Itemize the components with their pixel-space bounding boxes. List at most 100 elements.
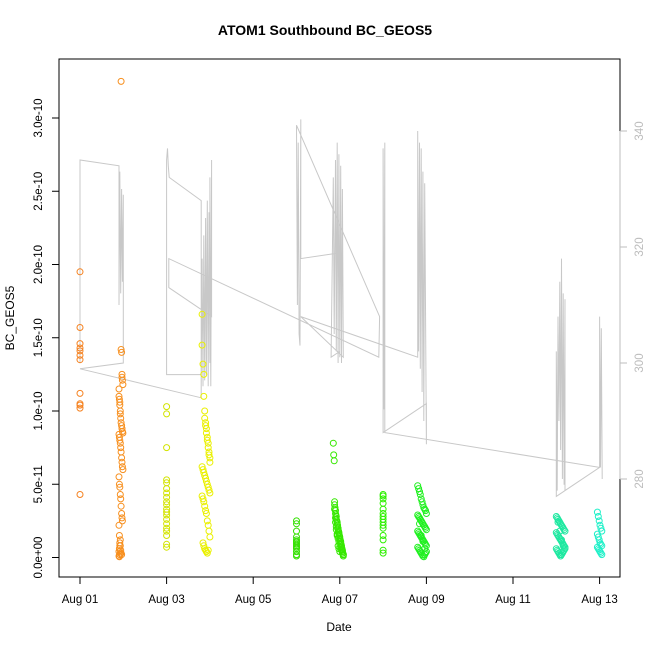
data-point — [330, 457, 338, 465]
data-point — [76, 324, 84, 331]
data-point — [200, 392, 208, 400]
data-point — [201, 502, 209, 510]
right-y-tick-label: 320 — [634, 237, 646, 256]
data-point — [116, 410, 124, 418]
data-point — [117, 448, 125, 456]
data-point — [76, 347, 84, 355]
data-point — [202, 507, 210, 515]
data-point — [201, 407, 209, 415]
data-point — [556, 527, 564, 535]
data-point — [163, 444, 171, 452]
data-point — [118, 458, 126, 466]
data-point — [554, 518, 562, 526]
y-tick-label: 0.0e+00 — [33, 537, 45, 579]
data-point — [118, 348, 126, 356]
data-point — [202, 548, 210, 556]
series-5 — [329, 439, 347, 560]
data-point — [204, 439, 212, 447]
data-point — [118, 514, 126, 522]
x-tick-label: Aug 09 — [408, 594, 444, 606]
data-point — [203, 517, 211, 525]
data-point — [119, 381, 127, 389]
data-point — [416, 488, 423, 496]
x-axis-label: Date — [326, 620, 352, 634]
data-point — [163, 511, 171, 519]
y-tick-label: 1.0e-10 — [33, 391, 45, 430]
data-point — [198, 341, 206, 349]
data-point — [203, 549, 211, 557]
data-point — [205, 451, 213, 459]
data-point — [76, 356, 84, 364]
data-point — [163, 493, 171, 501]
data-point — [421, 545, 429, 553]
data-point — [419, 537, 427, 545]
data-point — [597, 524, 605, 532]
data-point — [293, 517, 300, 525]
data-point — [206, 489, 214, 497]
data-point — [163, 403, 171, 411]
data-point — [200, 542, 208, 550]
series-2 — [163, 403, 171, 551]
data-point — [200, 498, 208, 506]
data-point — [206, 454, 214, 462]
chart-title: ATOM1 Southbound BC_GEOS5 — [218, 22, 432, 38]
y-tick-label: 3.0e-10 — [33, 98, 45, 137]
data-point — [204, 444, 212, 452]
data-point — [202, 422, 210, 430]
x-axis: Aug 01 Aug 03 Aug 05 Aug 07 Aug 09 Aug 11 Aug … — [62, 576, 618, 606]
data-point — [559, 542, 567, 550]
data-point — [593, 508, 601, 516]
data-point — [163, 485, 171, 493]
series-8 — [552, 513, 569, 560]
data-point — [118, 463, 126, 471]
data-point — [204, 546, 212, 554]
data-point — [422, 526, 430, 534]
data-point — [163, 508, 171, 516]
data-point — [117, 502, 125, 510]
data-point — [561, 527, 569, 535]
data-point — [76, 340, 84, 348]
data-point — [421, 505, 429, 513]
data-point — [118, 425, 126, 433]
data-point — [204, 521, 212, 529]
data-point — [117, 346, 125, 353]
data-point — [115, 480, 123, 488]
x-tick-label: Aug 03 — [148, 594, 184, 606]
data-point — [379, 546, 387, 554]
data-point — [332, 518, 339, 526]
data-point — [422, 507, 429, 515]
data-point — [76, 268, 84, 276]
data-point — [332, 523, 340, 531]
y-tick-label: 2.0e-10 — [33, 245, 45, 284]
data-point — [117, 414, 125, 422]
data-point — [163, 524, 171, 532]
series-4 — [293, 517, 300, 560]
data-point — [330, 451, 338, 459]
data-point — [202, 429, 210, 437]
series-1 — [115, 77, 127, 561]
data-point — [116, 398, 124, 406]
data-point — [416, 491, 424, 498]
data-point — [163, 532, 171, 539]
grey-line-layer — [79, 119, 603, 498]
data-point — [202, 510, 210, 517]
data-point — [379, 536, 387, 544]
data-point — [76, 491, 84, 498]
series-6 — [379, 491, 387, 557]
data-point — [379, 521, 387, 529]
data-point — [594, 513, 602, 520]
data-point — [595, 536, 603, 544]
data-point — [379, 492, 387, 500]
data-point — [116, 439, 124, 447]
data-point — [76, 401, 84, 409]
data-point — [76, 404, 84, 412]
data-point — [293, 548, 300, 556]
data-point — [379, 549, 387, 557]
data-point — [163, 540, 171, 548]
data-point — [379, 505, 387, 513]
data-point — [379, 532, 387, 539]
data-point — [117, 495, 125, 503]
data-point — [379, 499, 387, 507]
data-point — [199, 495, 207, 503]
data-point — [118, 454, 126, 462]
